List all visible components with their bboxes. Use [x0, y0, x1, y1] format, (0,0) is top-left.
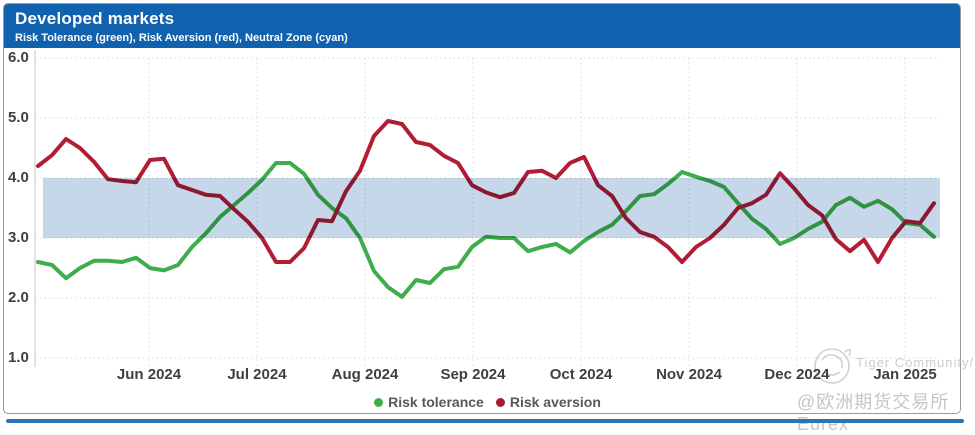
y-tick-label-1.0: 1.0	[8, 349, 29, 366]
y-tick-label-6.0: 6.0	[8, 49, 29, 66]
x-tick-label-jul-2024: Jul 2024	[227, 366, 287, 383]
y-tick-label-5.0: 5.0	[8, 109, 29, 126]
y-tick-label-3.0: 3.0	[8, 229, 29, 246]
chart-title: Developed markets	[15, 9, 175, 28]
chart-legend: Risk tolerance Risk aversion	[0, 394, 975, 410]
bottom-accent-bar	[6, 419, 964, 423]
legend-label: Risk tolerance	[388, 394, 484, 410]
chart-subtitle: Risk Tolerance (green), Risk Aversion (r…	[15, 32, 348, 44]
x-tick-label-dec-2024: Dec 2024	[764, 366, 830, 383]
x-tick-label-nov-2024: Nov 2024	[656, 366, 722, 383]
chart-header: Developed markets Risk Tolerance (green)…	[4, 4, 960, 48]
legend-dot-icon	[374, 397, 384, 407]
x-tick-label-jun-2024: Jun 2024	[116, 366, 182, 383]
page: { "header": { "title": "Developed market…	[0, 3, 975, 434]
legend-item-risk-aversion: Risk aversion	[495, 394, 601, 410]
x-tick-label-aug-2024: Aug 2024	[331, 366, 399, 383]
legend-dot-icon	[495, 397, 505, 407]
x-tick-label-sep-2024: Sep 2024	[440, 366, 506, 383]
x-tick-label-jan-2025: Jan 2025	[873, 366, 937, 383]
watermark-community-text: Tiger Community/	[856, 355, 975, 370]
chart-panel: Developed markets Risk Tolerance (green)…	[3, 3, 961, 414]
y-tick-label-4.0: 4.0	[8, 169, 29, 186]
watermark-account-text: @欧洲期货交易所Eurex	[797, 392, 950, 434]
legend-item-risk-tolerance: Risk tolerance	[374, 394, 484, 410]
y-tick-label-2.0: 2.0	[8, 289, 29, 306]
x-tick-label-oct-2024: Oct 2024	[549, 366, 613, 383]
legend-label: Risk aversion	[509, 394, 601, 410]
